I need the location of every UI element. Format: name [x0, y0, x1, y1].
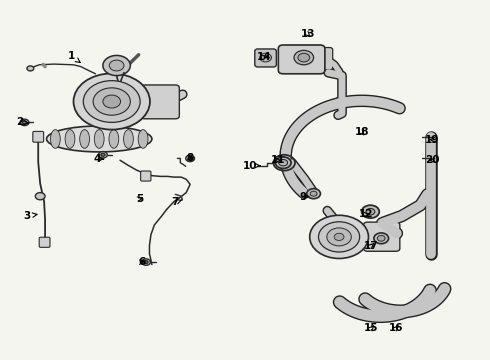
Circle shape — [144, 261, 148, 264]
Ellipse shape — [123, 130, 133, 148]
Circle shape — [307, 189, 320, 199]
Circle shape — [362, 205, 379, 218]
Ellipse shape — [138, 130, 148, 148]
Ellipse shape — [109, 130, 119, 148]
Text: 2: 2 — [16, 117, 29, 127]
Text: 5: 5 — [136, 194, 143, 204]
Text: 7: 7 — [172, 197, 182, 207]
FancyBboxPatch shape — [33, 131, 44, 142]
Circle shape — [377, 235, 385, 241]
Circle shape — [374, 233, 389, 244]
Text: 6: 6 — [139, 257, 146, 267]
Circle shape — [279, 159, 288, 166]
Text: 11: 11 — [271, 155, 286, 165]
Text: 20: 20 — [425, 155, 440, 165]
Text: 14: 14 — [257, 52, 272, 62]
Circle shape — [98, 152, 107, 158]
Circle shape — [109, 60, 124, 71]
Text: 18: 18 — [354, 127, 369, 138]
Text: 1: 1 — [68, 51, 80, 63]
Circle shape — [103, 55, 130, 76]
Circle shape — [23, 121, 26, 124]
Text: 17: 17 — [364, 240, 379, 251]
Ellipse shape — [80, 130, 90, 148]
Circle shape — [188, 157, 192, 160]
Text: 9: 9 — [299, 192, 309, 202]
Circle shape — [103, 95, 121, 108]
FancyBboxPatch shape — [141, 171, 151, 181]
Circle shape — [260, 53, 271, 62]
FancyBboxPatch shape — [255, 49, 276, 67]
FancyBboxPatch shape — [39, 237, 50, 247]
Circle shape — [93, 88, 130, 115]
Circle shape — [101, 153, 105, 156]
FancyBboxPatch shape — [315, 48, 333, 70]
FancyBboxPatch shape — [278, 45, 325, 74]
Circle shape — [20, 119, 29, 126]
Circle shape — [298, 53, 310, 62]
Circle shape — [74, 73, 150, 130]
Circle shape — [142, 259, 150, 265]
Text: 13: 13 — [300, 29, 315, 39]
Circle shape — [310, 215, 368, 258]
Ellipse shape — [50, 130, 60, 148]
Circle shape — [366, 208, 375, 215]
Circle shape — [327, 228, 351, 246]
Circle shape — [294, 50, 314, 65]
Circle shape — [310, 191, 317, 196]
Circle shape — [27, 66, 34, 71]
Text: 16: 16 — [389, 323, 403, 333]
Circle shape — [83, 81, 140, 122]
Circle shape — [334, 233, 344, 240]
Circle shape — [35, 193, 45, 200]
FancyBboxPatch shape — [364, 222, 400, 251]
Text: 15: 15 — [364, 323, 379, 333]
Text: 19: 19 — [425, 135, 440, 145]
Circle shape — [318, 222, 360, 252]
Text: 4: 4 — [93, 154, 103, 164]
Text: 8: 8 — [187, 153, 194, 163]
Ellipse shape — [47, 126, 152, 152]
Circle shape — [186, 155, 195, 162]
Text: 3: 3 — [24, 211, 37, 221]
Circle shape — [275, 157, 291, 168]
Ellipse shape — [94, 130, 104, 148]
FancyBboxPatch shape — [141, 85, 179, 119]
Ellipse shape — [65, 130, 75, 148]
Text: 10: 10 — [243, 161, 260, 171]
Text: 12: 12 — [359, 209, 374, 219]
